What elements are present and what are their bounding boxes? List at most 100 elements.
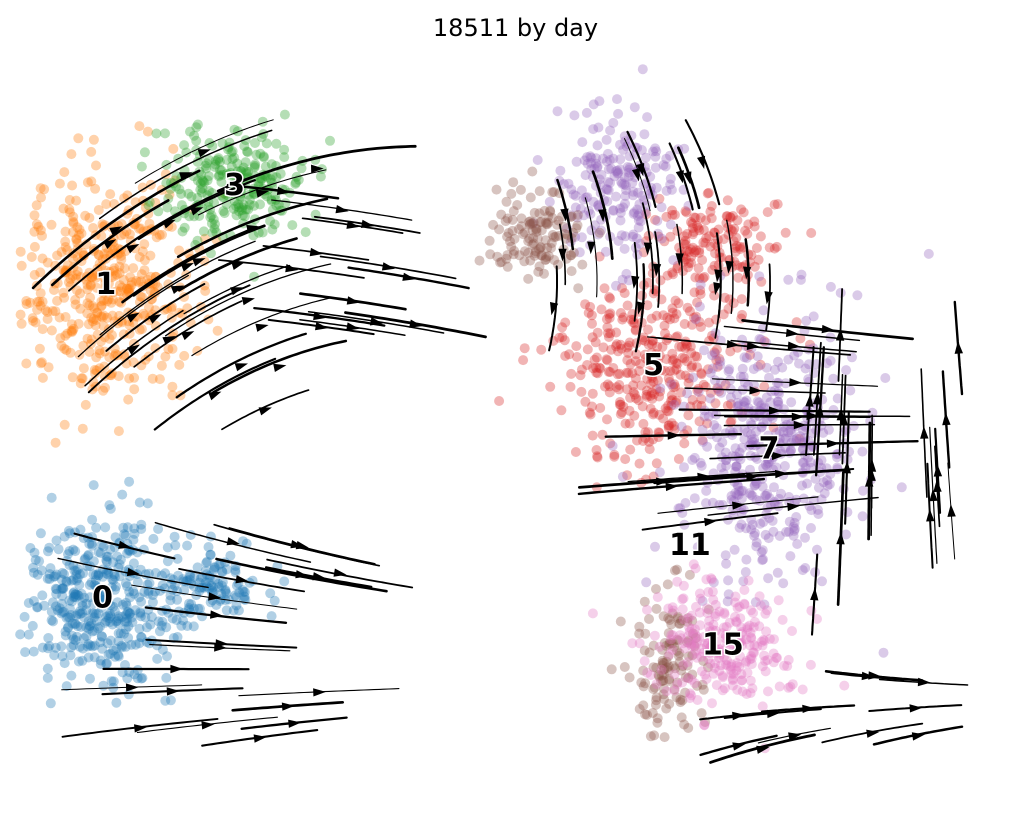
point-cluster-0	[143, 588, 154, 599]
point-cluster-0	[97, 598, 108, 609]
point-cluster-0	[34, 556, 45, 567]
point-cluster-1	[42, 314, 53, 324]
point-cluster-3	[136, 161, 147, 172]
point-cluster-1	[65, 274, 76, 284]
point-cluster-11	[527, 225, 538, 236]
point-cluster-7	[617, 471, 628, 482]
point-cluster-7	[618, 144, 629, 155]
point-cluster-0	[69, 591, 80, 602]
point-cluster-5	[667, 355, 678, 366]
point-cluster-0	[96, 602, 107, 613]
point-cluster-5	[722, 195, 733, 206]
point-cluster-7	[794, 358, 804, 369]
point-cluster-0	[237, 585, 248, 595]
point-cluster-11	[528, 238, 539, 249]
point-cluster-0	[83, 616, 94, 627]
point-cluster-5	[703, 364, 714, 375]
point-cluster-5	[673, 298, 684, 309]
point-cluster-1	[109, 270, 120, 281]
point-cluster-0	[103, 610, 114, 621]
point-cluster-11	[495, 257, 506, 268]
point-cluster-5	[709, 260, 720, 271]
point-cluster-5	[661, 335, 672, 346]
point-cluster-3	[237, 202, 248, 213]
streamline-arrow	[208, 391, 222, 401]
point-cluster-5	[692, 297, 703, 308]
point-cluster-15	[689, 648, 700, 659]
point-cluster-3	[210, 219, 220, 230]
point-cluster-0	[157, 580, 168, 591]
point-cluster-1	[52, 250, 63, 261]
point-cluster-15	[812, 614, 822, 624]
point-cluster-7	[812, 544, 822, 555]
point-cluster-1	[103, 246, 114, 257]
point-cluster-1	[91, 282, 102, 293]
point-cluster-5	[663, 406, 674, 417]
point-cluster-7	[842, 507, 853, 518]
point-cluster-1	[138, 308, 149, 319]
point-cluster-0	[123, 621, 134, 632]
point-cluster-5	[648, 288, 659, 299]
point-cluster-1	[160, 351, 171, 362]
point-cluster-11	[502, 213, 513, 224]
point-cluster-1	[150, 320, 161, 331]
point-cluster-5	[592, 451, 603, 462]
point-cluster-5	[659, 320, 670, 331]
point-cluster-0	[83, 549, 94, 560]
point-cluster-11	[536, 225, 547, 236]
point-cluster-11	[535, 242, 546, 252]
point-cluster-11	[659, 664, 670, 675]
point-cluster-11	[692, 680, 703, 691]
point-cluster-3	[181, 147, 192, 158]
point-cluster-1	[32, 296, 43, 307]
point-cluster-7	[725, 392, 736, 403]
point-cluster-7	[857, 446, 868, 457]
point-cluster-5	[683, 262, 694, 273]
point-cluster-1	[100, 382, 110, 393]
point-cluster-5	[645, 403, 656, 414]
point-cluster-15	[726, 668, 737, 679]
point-cluster-1	[73, 318, 84, 329]
point-cluster-5	[585, 409, 596, 420]
point-cluster-0	[19, 611, 30, 622]
point-cluster-7	[665, 179, 676, 190]
point-cluster-5	[608, 363, 619, 373]
point-cluster-0	[48, 571, 59, 582]
point-cluster-5	[680, 336, 691, 347]
point-cluster-11	[619, 662, 630, 672]
point-cluster-3	[214, 156, 225, 167]
point-cluster-15	[700, 669, 711, 680]
point-cluster-7	[666, 379, 677, 390]
point-cluster-15	[686, 690, 697, 701]
point-cluster-15	[699, 719, 710, 730]
point-cluster-7	[586, 225, 597, 236]
point-cluster-1	[89, 271, 100, 281]
point-cluster-11	[658, 675, 669, 686]
point-cluster-7	[623, 167, 634, 178]
point-cluster-7	[641, 577, 652, 588]
point-cluster-1	[21, 296, 32, 306]
point-cluster-11	[571, 223, 582, 234]
point-cluster-0	[173, 570, 184, 581]
point-cluster-5	[628, 317, 639, 328]
point-cluster-0	[205, 549, 216, 560]
point-cluster-0	[188, 603, 199, 614]
point-cluster-11	[501, 196, 512, 207]
point-cluster-5	[650, 214, 661, 225]
point-cluster-5	[695, 322, 706, 332]
point-cluster-0	[170, 540, 181, 551]
point-cluster-15	[744, 620, 755, 631]
point-cluster-0	[221, 564, 232, 575]
point-cluster-5	[652, 356, 663, 367]
point-cluster-1	[99, 273, 110, 284]
point-cluster-5	[755, 359, 766, 370]
point-cluster-1	[114, 268, 125, 279]
point-cluster-0	[95, 637, 106, 648]
point-cluster-0	[46, 606, 57, 617]
point-cluster-3	[255, 148, 266, 159]
point-cluster-5	[626, 314, 637, 325]
point-cluster-7	[629, 102, 640, 113]
point-cluster-1	[42, 307, 53, 317]
point-cluster-5	[630, 373, 641, 384]
point-cluster-15	[731, 616, 741, 627]
